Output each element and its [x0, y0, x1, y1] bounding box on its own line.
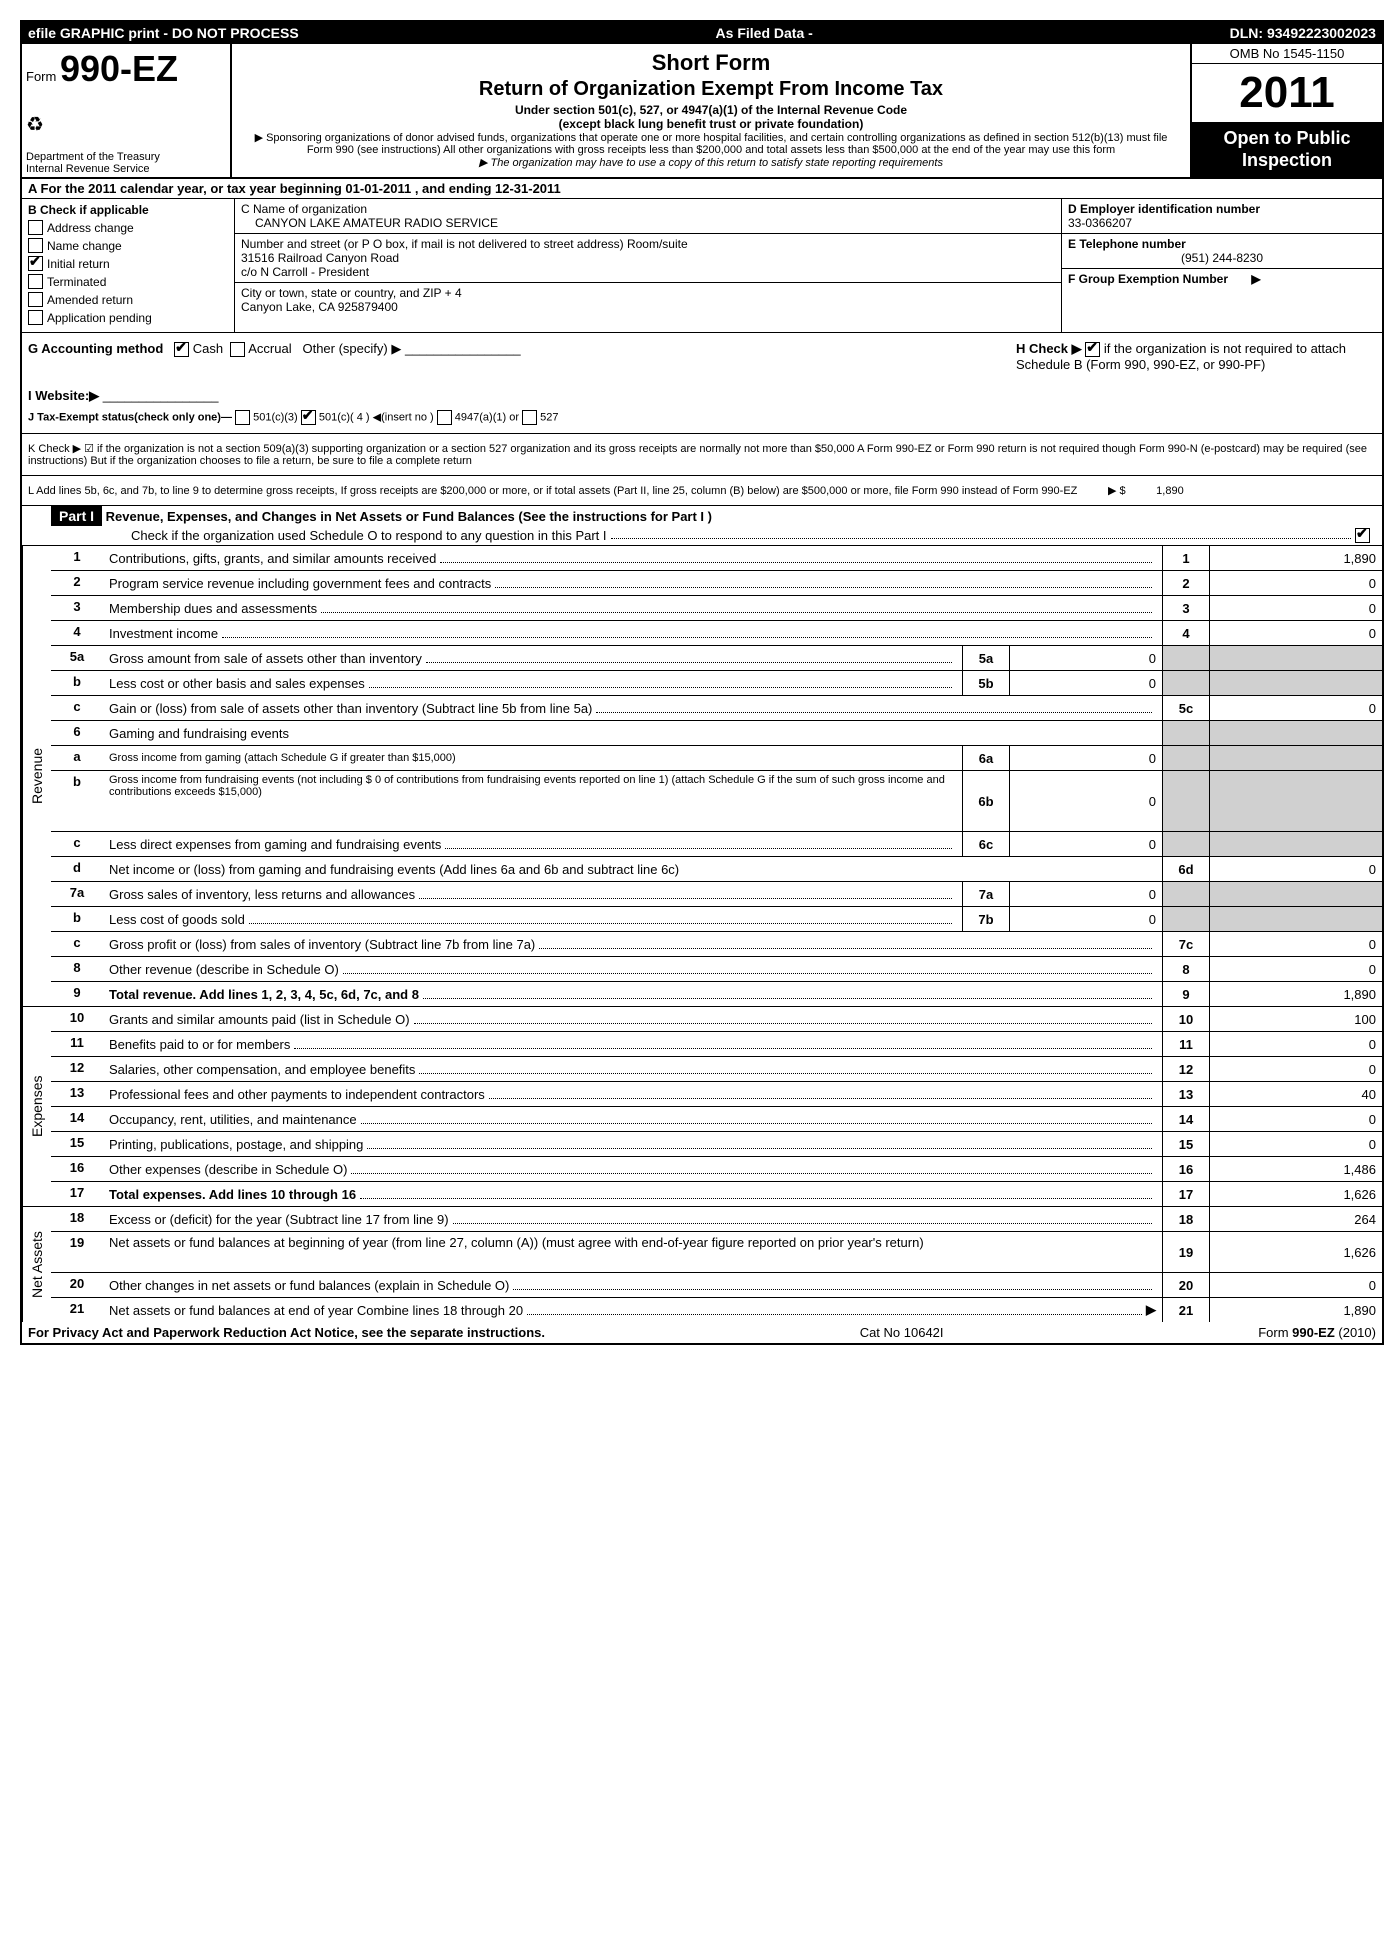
- chk-527[interactable]: [522, 410, 537, 425]
- col-c: C Name of organization CANYON LAKE AMATE…: [235, 199, 1061, 332]
- chk-501c[interactable]: [301, 410, 316, 425]
- col-de: D Employer identification number 33-0366…: [1061, 199, 1382, 332]
- expenses-side-label: Expenses: [22, 1007, 51, 1206]
- dept-treasury: Department of the Treasury: [26, 151, 160, 163]
- header-block: Form 990-EZ ♻ Department of the Treasury…: [22, 44, 1382, 179]
- open-public-label: Open to Public Inspection: [1192, 122, 1382, 177]
- top-bar: efile GRAPHIC print - DO NOT PROCESS As …: [22, 22, 1382, 44]
- net-assets-side-label: Net Assets: [22, 1207, 51, 1322]
- part1-label: Part I: [51, 506, 102, 526]
- org-name: CANYON LAKE AMATEUR RADIO SERVICE: [241, 216, 1055, 230]
- expenses-section: Expenses 10Grants and similar amounts pa…: [22, 1006, 1382, 1206]
- chk-pending[interactable]: [28, 310, 43, 325]
- section-g-h: G Accounting method Cash Accrual Other (…: [22, 333, 1382, 434]
- chk-terminated[interactable]: [28, 274, 43, 289]
- footer-left: For Privacy Act and Paperwork Reduction …: [28, 1325, 545, 1340]
- addr-line2: c/o N Carroll - President: [241, 265, 1055, 279]
- header-center: Short Form Return of Organization Exempt…: [232, 44, 1190, 177]
- phone-value: (951) 244-8230: [1068, 251, 1376, 265]
- recycle-icon: ♻: [26, 112, 44, 137]
- phone-label: E Telephone number: [1068, 237, 1376, 251]
- subtitle1: Under section 501(c), 527, or 4947(a)(1)…: [242, 103, 1180, 117]
- topbar-center: As Filed Data -: [716, 25, 813, 41]
- info-block: B Check if applicable Address change Nam…: [22, 199, 1382, 333]
- subtitle2: (except black lung benefit trust or priv…: [242, 117, 1180, 131]
- chk-amended[interactable]: [28, 292, 43, 307]
- chk-initial-return[interactable]: [28, 256, 43, 271]
- part1-check-text: Check if the organization used Schedule …: [131, 528, 607, 543]
- website-label: I Website:▶: [28, 388, 99, 403]
- header-left: Form 990-EZ ♻ Department of the Treasury…: [22, 44, 232, 177]
- omb-number: OMB No 1545-1150: [1192, 44, 1382, 64]
- form-990ez: efile GRAPHIC print - DO NOT PROCESS As …: [20, 20, 1384, 1345]
- city-label: City or town, state or country, and ZIP …: [241, 286, 1055, 300]
- revenue-side-label: Revenue: [22, 546, 51, 1006]
- form-number: 990-EZ: [60, 48, 178, 89]
- header-right: OMB No 1545-1150 2011 Open to Public Ins…: [1190, 44, 1382, 177]
- col-b: B Check if applicable Address change Nam…: [22, 199, 235, 332]
- ein-value: 33-0366207: [1068, 216, 1376, 230]
- city-value: Canyon Lake, CA 925879400: [241, 300, 1055, 314]
- chk-accrual[interactable]: [230, 342, 245, 357]
- short-form-title: Short Form: [242, 50, 1180, 76]
- chk-501c3[interactable]: [235, 410, 250, 425]
- form-prefix: Form: [26, 69, 56, 84]
- net-assets-section: Net Assets 18Excess or (deficit) for the…: [22, 1206, 1382, 1322]
- chk-name-change[interactable]: [28, 238, 43, 253]
- footer-right: Form 990-EZ (2010): [1258, 1325, 1376, 1340]
- addr-label: Number and street (or P O box, if mail i…: [241, 237, 1055, 251]
- topbar-right: DLN: 93492223002023: [1230, 25, 1376, 41]
- group-exemption-arrow: ▶: [1251, 272, 1260, 286]
- chk-schedule-o[interactable]: [1355, 528, 1370, 543]
- dept-irs: Internal Revenue Service: [26, 163, 160, 175]
- footer-center: Cat No 10642I: [860, 1325, 944, 1340]
- part1-header: Part I Revenue, Expenses, and Changes in…: [22, 506, 1382, 546]
- org-name-label: C Name of organization: [241, 202, 1055, 216]
- addr-line1: 31516 Railroad Canyon Road: [241, 251, 1055, 265]
- part1-title: Revenue, Expenses, and Changes in Net As…: [106, 509, 712, 524]
- ein-label: D Employer identification number: [1068, 202, 1376, 216]
- group-exemption-label: F Group Exemption Number: [1068, 272, 1228, 286]
- section-a: A For the 2011 calendar year, or tax yea…: [22, 179, 1382, 199]
- return-title: Return of Organization Exempt From Incom…: [242, 78, 1180, 101]
- header-note1: ▶ Sponsoring organizations of donor advi…: [242, 131, 1180, 156]
- chk-4947[interactable]: [437, 410, 452, 425]
- chk-cash[interactable]: [174, 342, 189, 357]
- section-k: K Check ▶ ☑ if the organization is not a…: [22, 434, 1382, 476]
- footer: For Privacy Act and Paperwork Reduction …: [22, 1322, 1382, 1343]
- topbar-left: efile GRAPHIC print - DO NOT PROCESS: [28, 25, 299, 41]
- tax-year: 2011: [1192, 64, 1382, 122]
- revenue-section: Revenue 1Contributions, gifts, grants, a…: [22, 546, 1382, 1006]
- section-l: L Add lines 5b, 6c, and 7b, to line 9 to…: [22, 476, 1382, 506]
- header-note2: ▶ The organization may have to use a cop…: [242, 156, 1180, 169]
- chk-address-change[interactable]: [28, 220, 43, 235]
- chk-schedule-b[interactable]: [1085, 342, 1100, 357]
- col-b-header: B Check if applicable: [28, 203, 228, 217]
